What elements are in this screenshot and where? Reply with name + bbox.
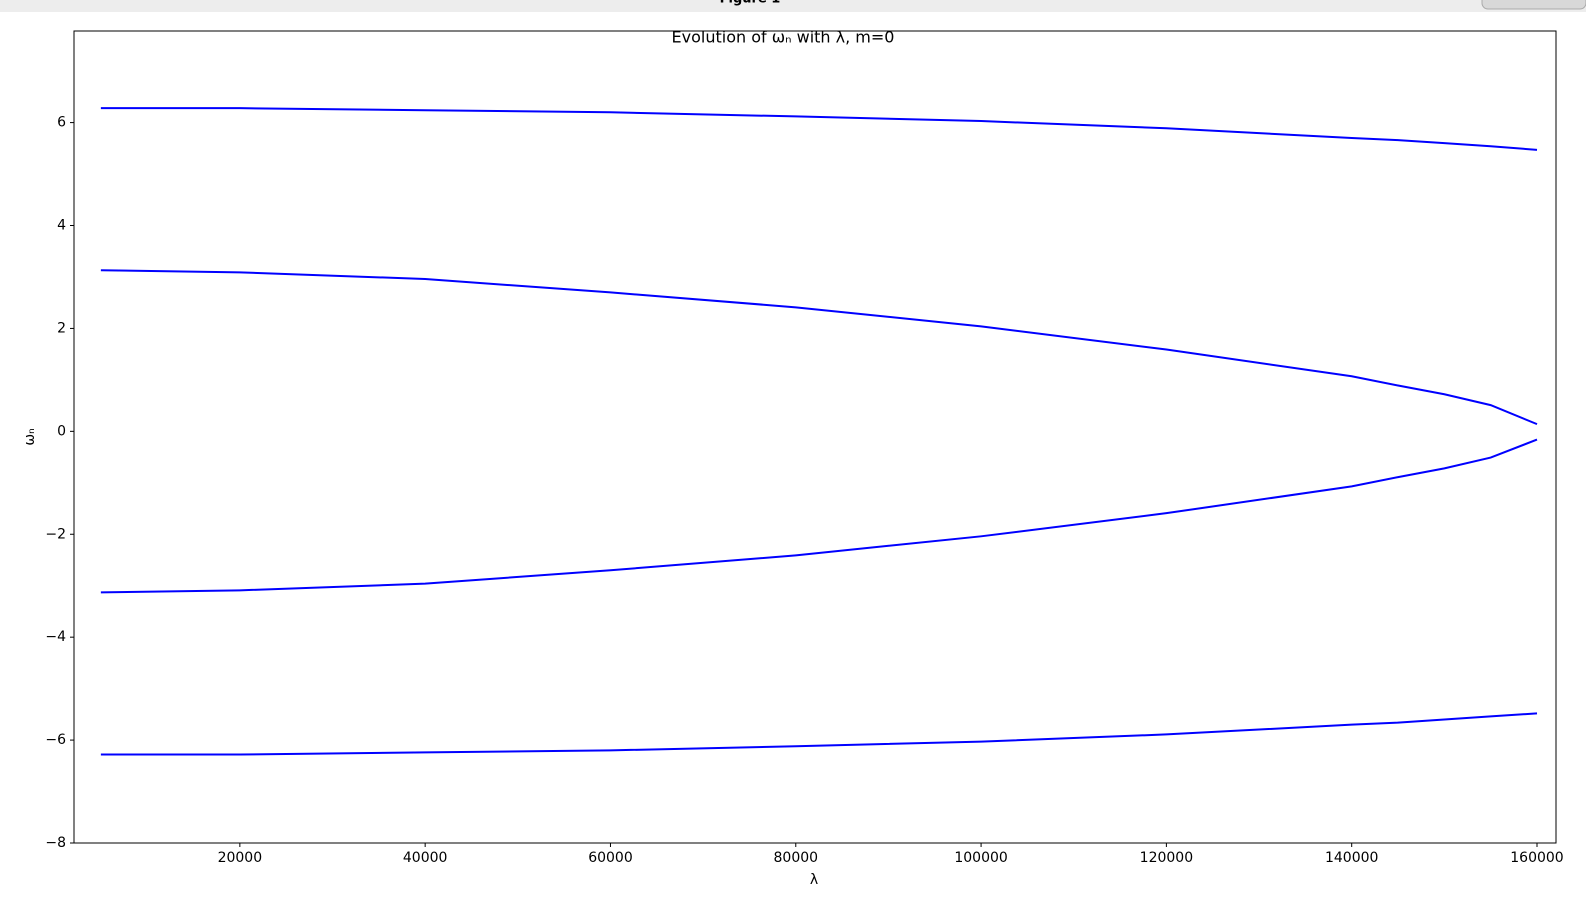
y-tick-label: −6	[45, 732, 66, 748]
y-axis-label: ωₙ	[22, 428, 38, 445]
x-tick-label: 40000	[403, 850, 448, 866]
y-tick-label: 6	[57, 115, 66, 131]
x-tick-label: 60000	[588, 850, 633, 866]
x-tick-label: 20000	[218, 850, 263, 866]
y-tick-label: −8	[45, 835, 66, 851]
window-controls[interactable]	[1481, 0, 1586, 10]
series-line	[100, 438, 1538, 594]
title-bar	[0, 0, 1586, 12]
x-tick-label: 140000	[1325, 850, 1378, 866]
y-tick-label: 0	[57, 423, 66, 439]
y-tick-label: −4	[45, 629, 66, 645]
series-line	[100, 107, 1538, 151]
series-line	[100, 712, 1538, 756]
series-line	[100, 269, 1538, 426]
x-tick-label: 120000	[1140, 850, 1193, 866]
chart-title: Evolution of ωₙ with λ, m=0	[672, 28, 895, 47]
y-tick-label: −2	[45, 526, 66, 542]
x-axis-label: λ	[810, 872, 818, 888]
y-tick-label: 4	[57, 218, 66, 234]
plot-area	[73, 30, 1557, 844]
y-tick-label: 2	[57, 320, 66, 336]
x-tick-label: 100000	[954, 850, 1007, 866]
x-tick-label: 80000	[774, 850, 819, 866]
x-tick-label: 160000	[1510, 850, 1563, 866]
window-title: Figure 1	[720, 0, 781, 7]
